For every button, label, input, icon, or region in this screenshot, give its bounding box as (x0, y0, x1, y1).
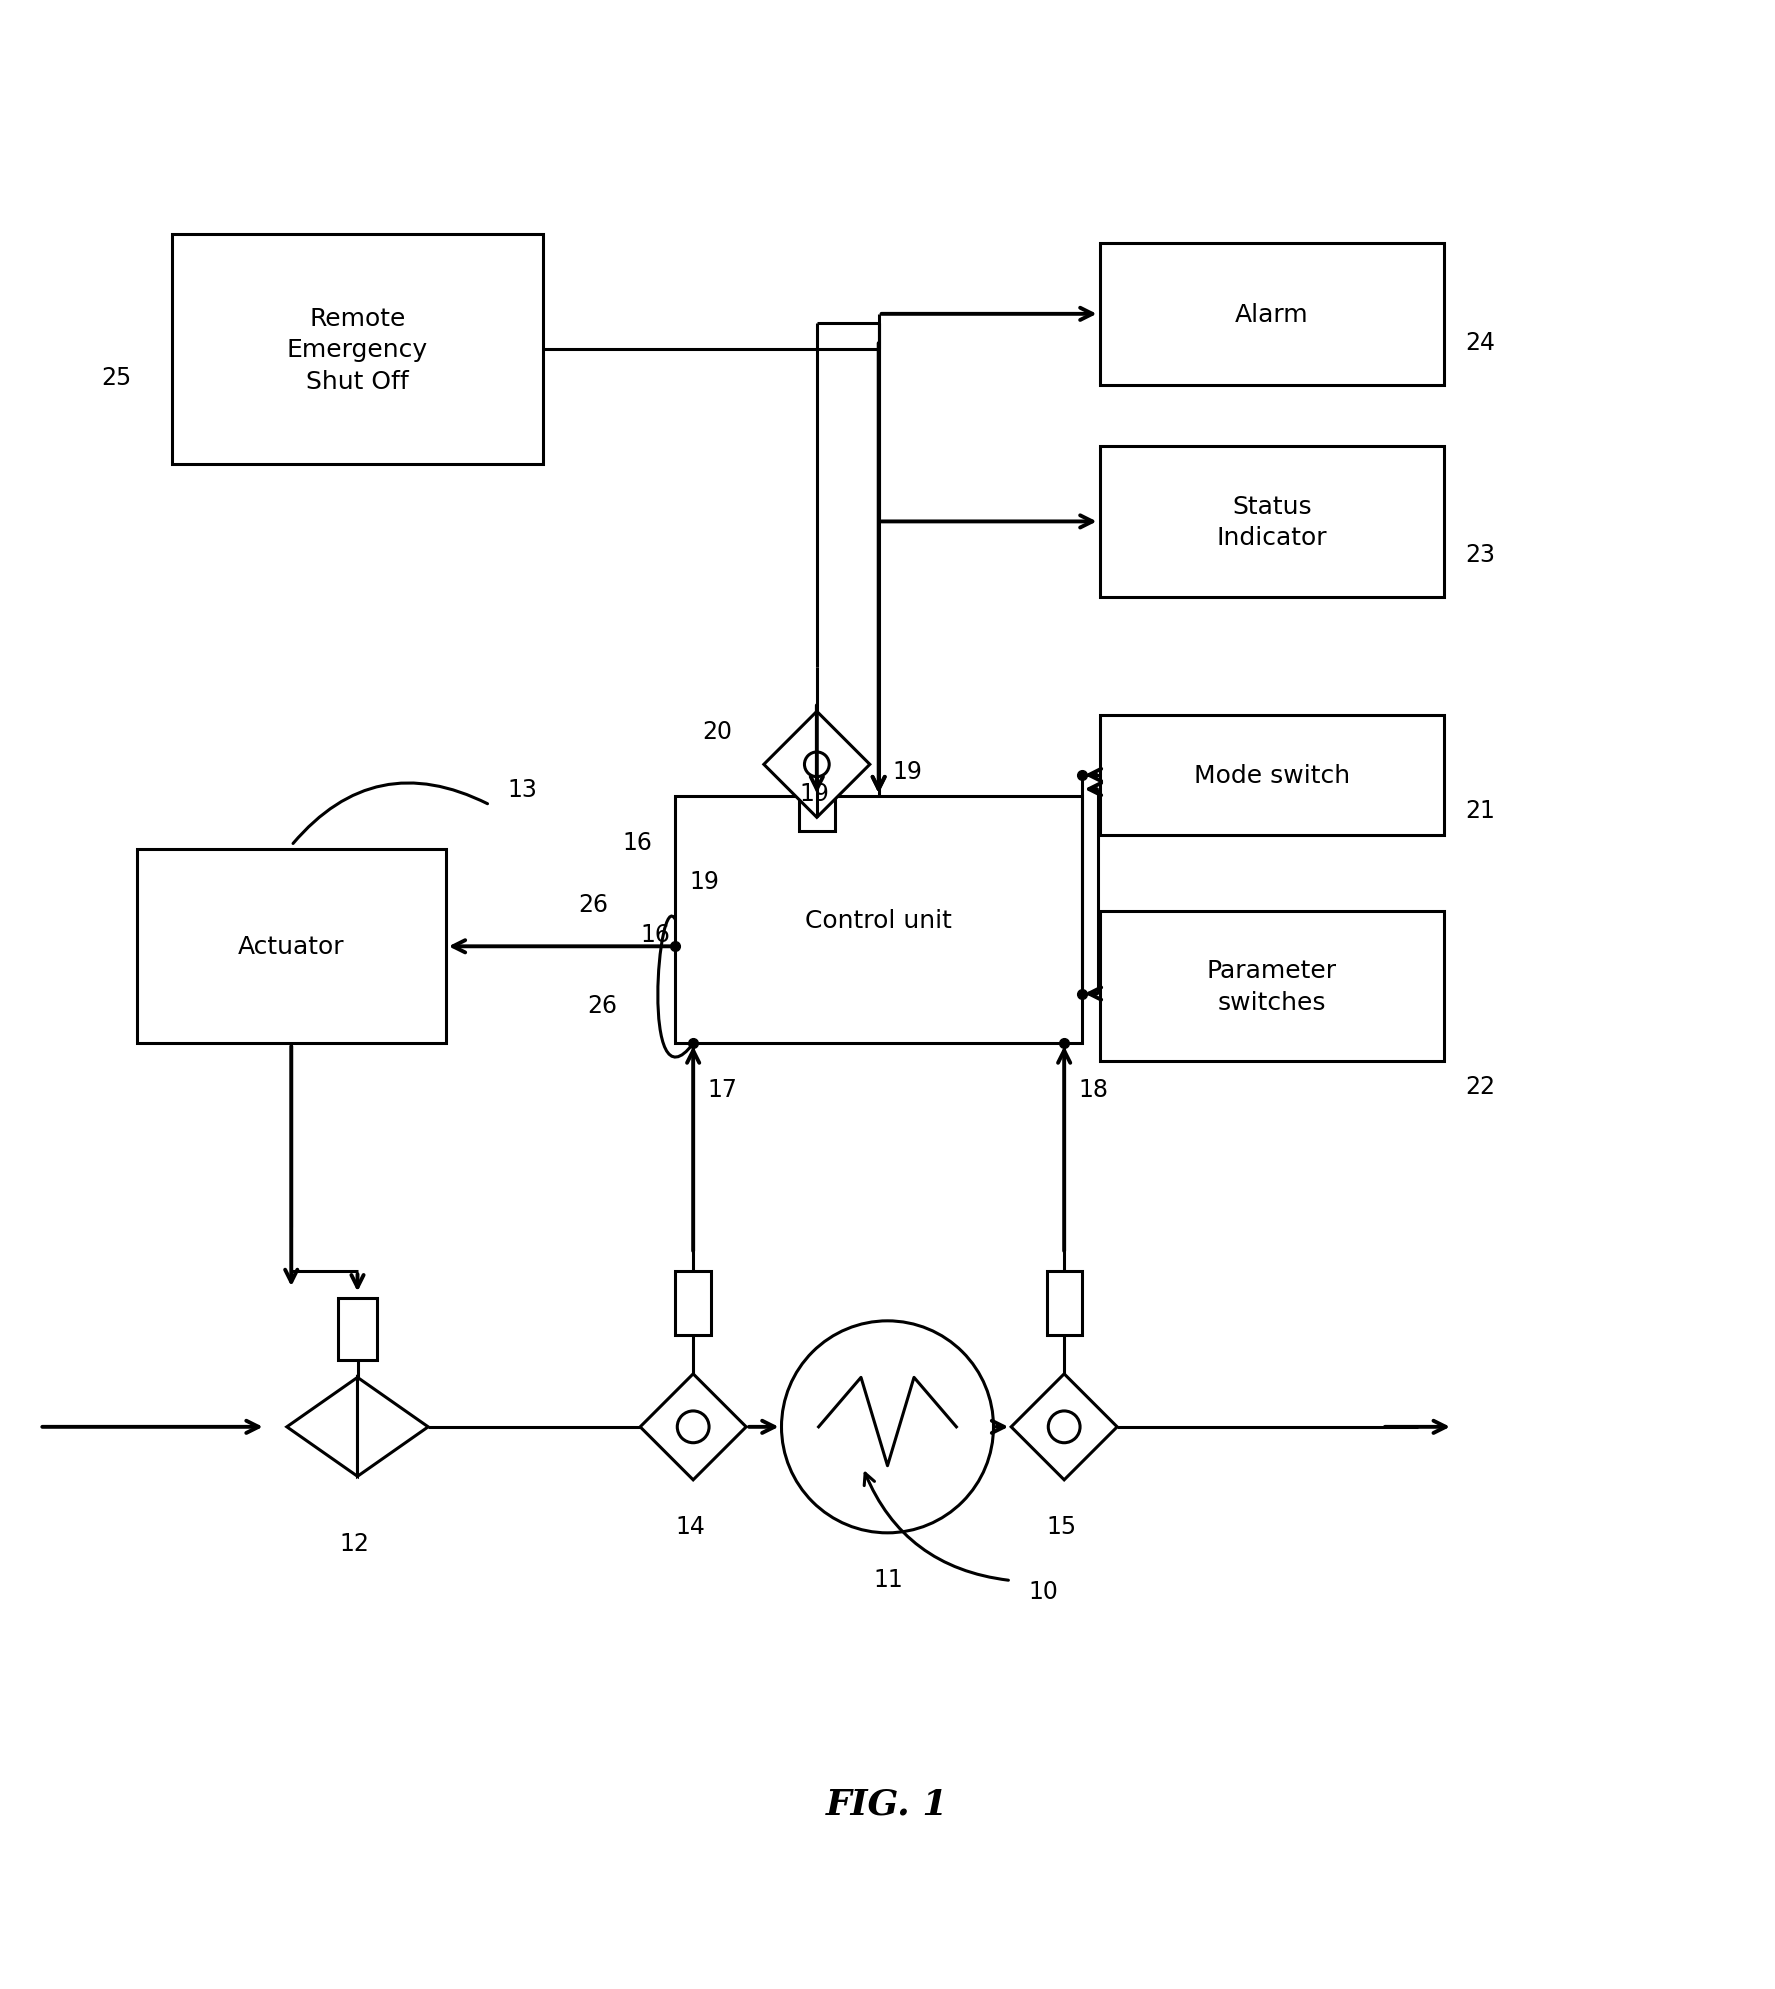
Text: 19: 19 (690, 869, 719, 893)
Text: Control unit: Control unit (806, 909, 951, 933)
Text: 19: 19 (799, 782, 829, 806)
Bar (676, 798, 1081, 1044)
Bar (676, 1271, 710, 1335)
Polygon shape (288, 1378, 357, 1476)
Polygon shape (357, 1378, 428, 1476)
Text: FIG. 1: FIG. 1 (825, 1786, 950, 1820)
Polygon shape (641, 1374, 746, 1480)
Text: 10: 10 (1030, 1579, 1058, 1603)
Bar (337, 1299, 376, 1360)
Text: 13: 13 (508, 778, 538, 802)
Text: 26: 26 (588, 993, 618, 1016)
Polygon shape (763, 712, 870, 817)
Text: Status
Indicator: Status Indicator (1216, 495, 1328, 549)
Text: 25: 25 (101, 366, 131, 390)
Text: Actuator: Actuator (238, 935, 344, 959)
Text: 24: 24 (1464, 330, 1495, 354)
Bar (137, 849, 446, 1044)
Text: Parameter
switches: Parameter switches (1207, 959, 1337, 1014)
Text: 14: 14 (676, 1514, 705, 1537)
Text: 21: 21 (1464, 800, 1495, 823)
Circle shape (781, 1321, 994, 1534)
Text: 23: 23 (1464, 543, 1495, 567)
Text: 20: 20 (701, 720, 731, 744)
Circle shape (804, 752, 829, 778)
Bar (1099, 911, 1445, 1062)
Bar (172, 235, 543, 465)
Text: 16: 16 (623, 831, 653, 855)
Bar (1099, 716, 1445, 835)
Text: 11: 11 (873, 1567, 903, 1591)
Text: 16: 16 (641, 923, 669, 947)
Text: 12: 12 (339, 1532, 369, 1555)
Text: Alarm: Alarm (1235, 302, 1308, 326)
Text: 18: 18 (1077, 1078, 1108, 1102)
Circle shape (1049, 1412, 1079, 1442)
Polygon shape (1012, 1374, 1116, 1480)
Text: 15: 15 (1047, 1514, 1077, 1537)
Text: Mode switch: Mode switch (1193, 764, 1349, 788)
Text: 19: 19 (893, 760, 923, 784)
Circle shape (678, 1412, 708, 1442)
Bar (1099, 448, 1445, 597)
Text: 26: 26 (579, 893, 609, 917)
Bar (1099, 245, 1445, 386)
Text: Remote
Emergency
Shut Off: Remote Emergency Shut Off (288, 306, 428, 394)
Text: 22: 22 (1464, 1074, 1495, 1098)
Text: 17: 17 (706, 1078, 737, 1102)
Bar (1047, 1271, 1081, 1335)
Bar (799, 766, 834, 831)
